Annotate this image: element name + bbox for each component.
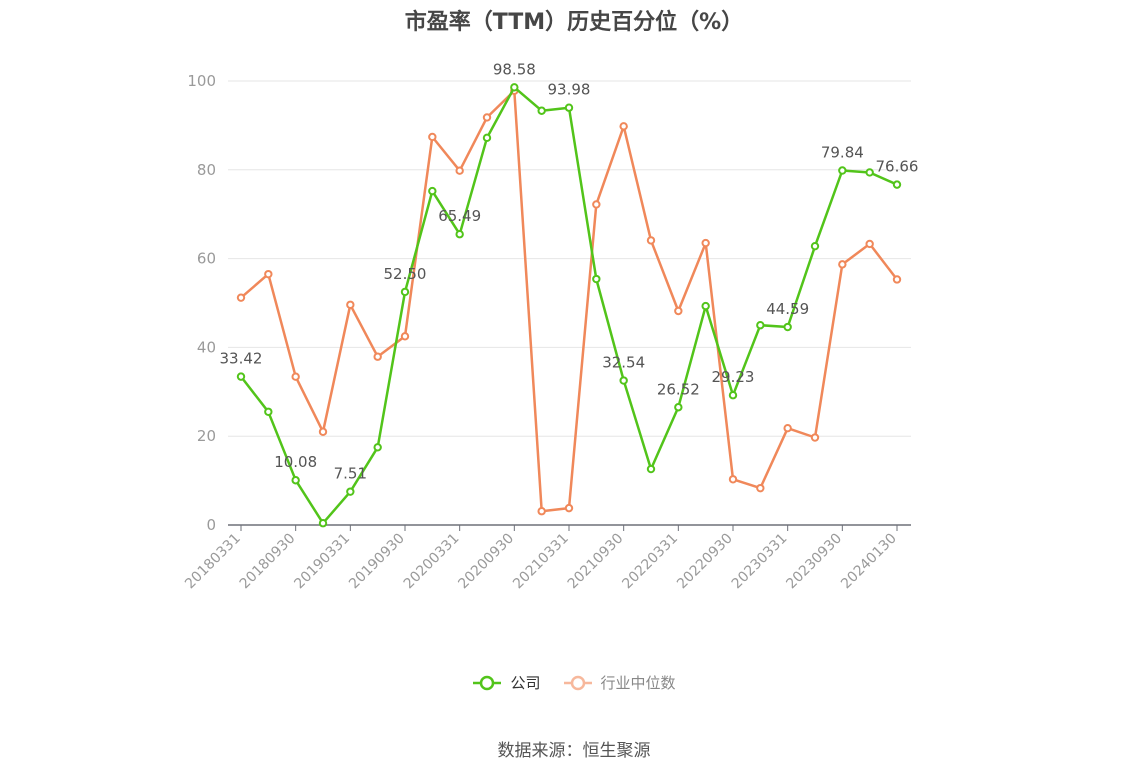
legend-company-label: 公司 [510, 674, 541, 692]
company-data-label: 26.52 [657, 380, 700, 398]
y-tick-label: 80 [197, 161, 216, 179]
x-tick-label: 20230331 [729, 531, 791, 593]
company-data-point [756, 321, 765, 330]
industry-data-point [865, 239, 874, 249]
company-data-label: 79.84 [821, 144, 864, 162]
company-data-point [318, 519, 328, 528]
company-data-point [865, 168, 874, 177]
x-tick-label: 20210331 [510, 531, 572, 593]
industry-data-point [318, 427, 328, 436]
y-tick-label: 60 [197, 250, 216, 268]
company-data-point [510, 83, 519, 92]
industry-data-point [564, 503, 574, 513]
legend-industry-line-icon [563, 675, 592, 690]
y-tick-label: 100 [187, 72, 216, 90]
company-data-point [400, 287, 410, 297]
company-data-point [892, 180, 902, 189]
company-data-label: 7.51 [334, 465, 367, 483]
company-data-point [838, 166, 847, 175]
data-source: 数据来源：恒生聚源 [497, 741, 651, 761]
industry-data-point [892, 275, 902, 284]
series-lines [236, 83, 902, 528]
legend-company-line-icon [473, 675, 502, 690]
x-tick-label: 20230930 [783, 531, 845, 593]
industry-data-point [783, 424, 792, 433]
company-data-point [674, 403, 683, 412]
company-data-point [701, 301, 710, 311]
x-tick-label: 20180930 [237, 531, 299, 593]
industry-data-point [400, 332, 410, 341]
y-tick-label: 40 [197, 338, 216, 356]
x-tick-label: 20240130 [838, 531, 900, 593]
company-data-point [455, 230, 464, 239]
company-data-point [810, 241, 820, 251]
company-data-point [783, 322, 792, 332]
industry-data-point [810, 433, 820, 442]
company-data-point [592, 274, 601, 284]
industry-data-point [619, 122, 628, 131]
chart-title: 市盈率（TTM）历史百分位（%） [404, 10, 744, 35]
company-data-label: 32.54 [602, 354, 645, 372]
legend: 公司 行业中位数 [0, 672, 1148, 693]
company-data-point [619, 376, 628, 385]
company-data-label: 29.23 [712, 368, 755, 386]
data-labels: 33.42 10.08 7.51 52.50 65.49 98.58 93.98 32.54 2… [220, 60, 919, 482]
y-tick-label: 0 [206, 516, 216, 534]
industry-data-point [291, 372, 300, 381]
industry-data-point [455, 166, 464, 175]
industry-data-point [428, 132, 437, 142]
company-data-point [346, 487, 355, 496]
company-data-point [646, 464, 656, 474]
company-data-label: 98.58 [493, 60, 536, 78]
industry-data-point [373, 352, 382, 361]
x-tick-label: 20180331 [182, 531, 244, 593]
company-data-point [482, 133, 492, 143]
grid-lines [228, 80, 911, 437]
industry-data-point [592, 200, 601, 209]
industry-data-point [264, 269, 273, 279]
legend-industry-label: 行业中位数 [600, 674, 676, 692]
company-data-label: 93.98 [548, 81, 591, 99]
company-data-label: 44.59 [766, 300, 809, 318]
company-data-point [264, 407, 273, 416]
industry-data-point [701, 238, 710, 248]
company-data-point [428, 186, 437, 196]
industry-data-point [646, 236, 656, 245]
company-data-point [728, 391, 738, 400]
industry-data-point [346, 300, 355, 309]
company-data-point [564, 103, 574, 112]
axes: 0 20 40 60 80 100 2018033120180930201903312019… [182, 72, 911, 592]
x-tick-label: 20220930 [674, 531, 736, 593]
industry-data-point [236, 293, 246, 302]
industry-data-point [728, 475, 738, 484]
industry-data-point [482, 113, 492, 122]
y-tick-label: 20 [197, 427, 216, 445]
x-tick-label: 20210930 [565, 531, 627, 593]
company-data-label: 65.49 [438, 207, 481, 225]
x-tick-label: 20200930 [455, 531, 517, 593]
legend-item-company[interactable]: 公司 [472, 672, 541, 693]
industry-data-point [838, 260, 847, 269]
industry-data-point [756, 483, 765, 493]
x-tick-label: 20220331 [619, 531, 681, 593]
company-data-point [291, 476, 300, 485]
x-tick-label: 20190331 [291, 531, 353, 593]
company-data-label: 10.08 [274, 453, 317, 471]
legend-item-industry[interactable]: 行业中位数 [563, 672, 676, 693]
company-data-point [373, 443, 382, 452]
company-data-point [537, 106, 546, 115]
x-tick-label: 20190930 [346, 531, 408, 593]
industry-data-point [537, 507, 546, 516]
industry-data-point [674, 306, 683, 316]
company-data-label: 76.66 [876, 158, 919, 176]
company-data-label: 52.50 [384, 265, 427, 283]
x-tick-label: 20200331 [401, 531, 463, 593]
company-data-label: 33.42 [220, 350, 263, 368]
company-data-point [236, 372, 246, 381]
